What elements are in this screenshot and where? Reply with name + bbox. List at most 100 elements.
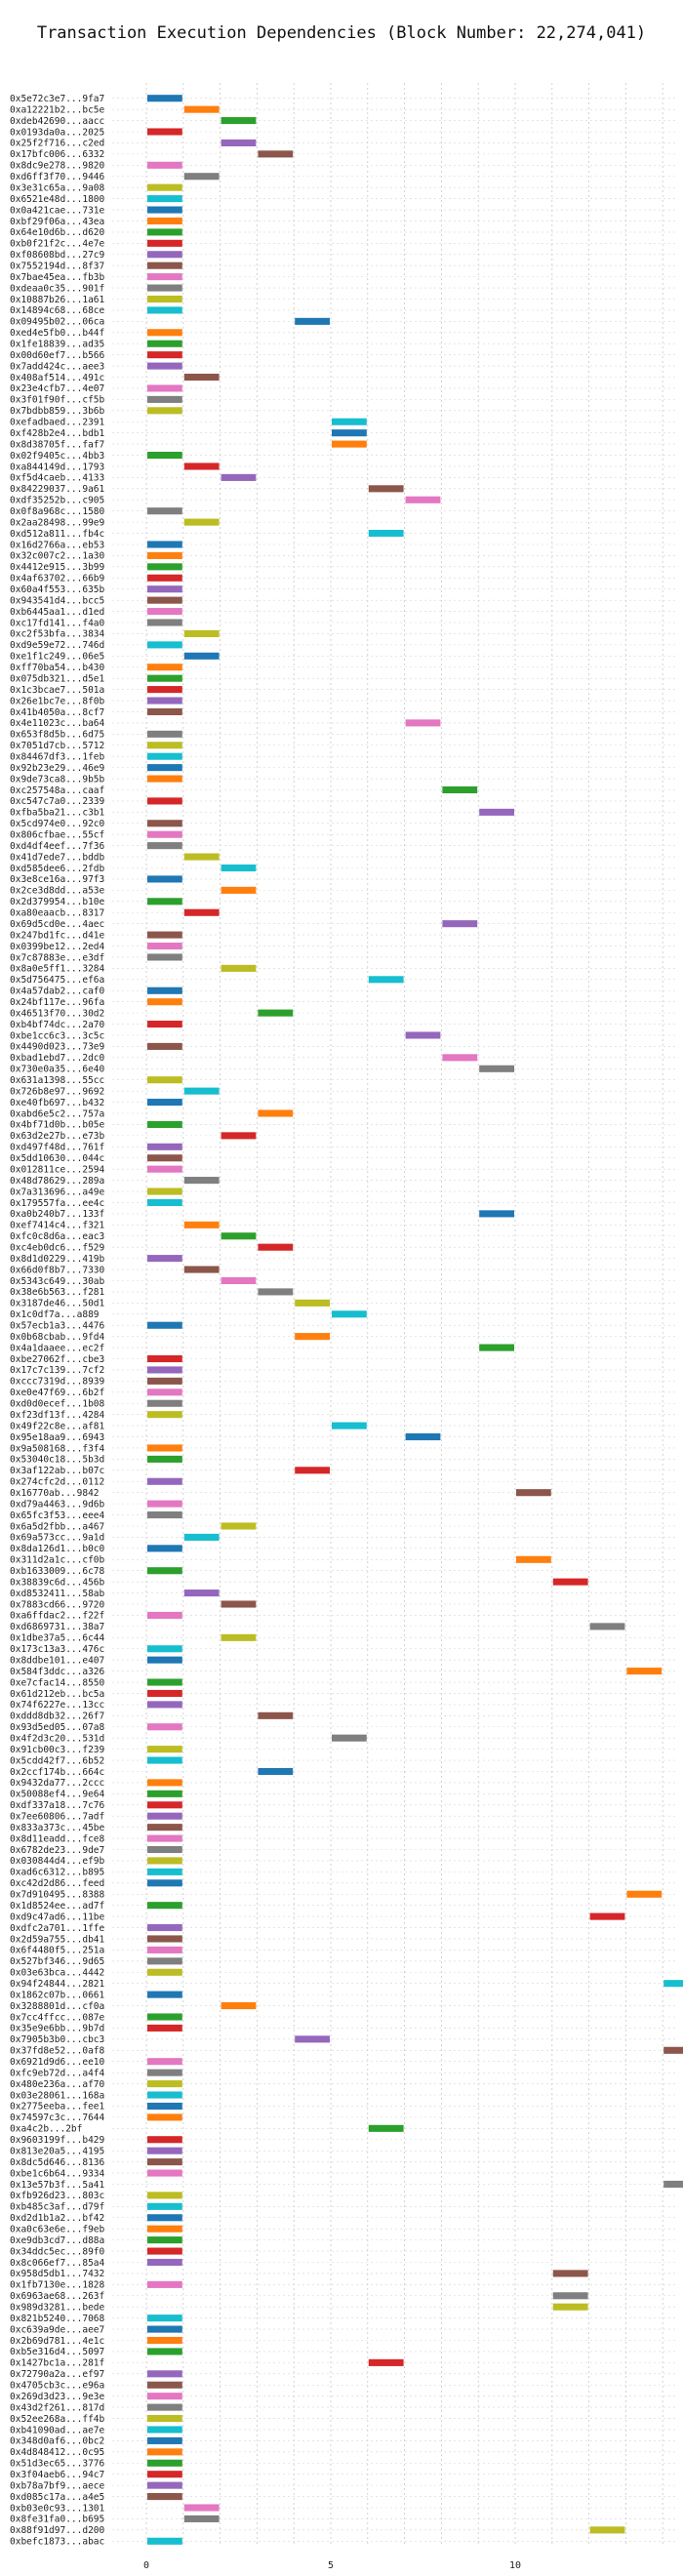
- y-tick-label: 0x806cfbae...55cf: [10, 830, 104, 841]
- transaction-bar: [626, 1668, 663, 1675]
- y-tick-label: 0xc257548a...caaf: [10, 785, 104, 796]
- y-tick-label: 0x9de73ca8...9b5b: [10, 774, 105, 785]
- transaction-bar: [552, 1578, 588, 1586]
- transaction-bar: [368, 530, 404, 538]
- transaction-bar: [183, 1533, 220, 1541]
- y-tick-label: 0x13e57b3f...5a41: [10, 2180, 105, 2191]
- y-tick-label: 0x46513f70...30d2: [10, 1008, 104, 1019]
- transaction-bar: [405, 1432, 441, 1441]
- y-tick-label: 0xb1633009...6c78: [10, 1566, 105, 1577]
- y-tick-label: 0xbe1c6b64...9334: [10, 2168, 105, 2179]
- transaction-bar: [147, 1511, 182, 1519]
- y-tick-label: 0xf5d4caeb...4133: [10, 473, 104, 484]
- y-tick-label: 0x66d0f8b7...7330: [10, 1265, 105, 1275]
- transaction-bar: [147, 2113, 182, 2121]
- y-tick-label: 0x3e31c65a...9a08: [10, 182, 105, 193]
- transaction-bar: [147, 295, 182, 303]
- transaction-bar: [258, 1711, 294, 1719]
- transaction-bar: [147, 2169, 182, 2177]
- y-tick-label: 0x8ddbe101...e407: [10, 1655, 104, 1666]
- transaction-bar: [147, 1723, 182, 1731]
- y-tick-label: 0x32c007c2...1a30: [10, 551, 105, 562]
- y-tick-label: 0x527bf346...9d65: [10, 1956, 104, 1967]
- transaction-bar: [663, 2180, 683, 2189]
- transaction-bar: [147, 1477, 182, 1485]
- y-tick-label: 0x16770ab...9842: [10, 1488, 100, 1499]
- transaction-bar: [147, 362, 182, 370]
- y-tick-label: 0x012811ce...2594: [10, 1164, 105, 1175]
- y-tick-label: 0xc17fd141...f4a0: [10, 618, 105, 628]
- y-tick-label: 0xb03e0c93...1301: [10, 2503, 105, 2514]
- transaction-bar: [147, 1756, 182, 1764]
- y-tick-label: 0xa0b240b7...133f: [10, 1209, 104, 1220]
- y-tick-label: 0xd512a811...fb4c: [10, 529, 104, 540]
- transaction-bar: [147, 1946, 182, 1953]
- y-tick-label: 0xd085c17a...a4e5: [10, 2492, 104, 2503]
- y-tick-label: 0x821b5240...7068: [10, 2314, 105, 2324]
- transaction-bar: [183, 2515, 220, 2522]
- y-tick-label: 0x74f6227e...13cc: [10, 1700, 104, 1711]
- transaction-bar: [183, 652, 220, 660]
- y-tick-label: 0xdfc2a701...1ffe: [10, 1923, 105, 1934]
- y-tick-label: 0x8d1d0229...419b: [10, 1254, 105, 1265]
- y-tick-label: 0x0399be12...2ed4: [10, 942, 105, 952]
- y-tick-label: 0x95e18aa9...6943: [10, 1432, 104, 1443]
- y-tick-label: 0xf23df13f...4284: [10, 1410, 105, 1421]
- transaction-bar: [221, 1132, 257, 1140]
- transaction-bar: [147, 1968, 182, 1976]
- transaction-bar: [147, 395, 182, 403]
- transaction-bar: [479, 1210, 514, 1218]
- y-tick-label: 0x1c0df7a...a889: [10, 1309, 100, 1320]
- y-tick-label: 0xa0c63e6e...f9eb: [10, 2224, 105, 2234]
- y-tick-label: 0x2775eeba...fee1: [10, 2102, 105, 2113]
- y-tick-label: 0xd0d0ecef...1b08: [10, 1399, 105, 1410]
- y-tick-label: 0x1c3bcae7...501a: [10, 685, 104, 696]
- y-tick-label: 0x9a508168...f3f4: [10, 1443, 105, 1454]
- y-tick-label: 0x61d212eb...bc5a: [10, 1689, 104, 1700]
- y-tick-label: 0xdf35252b...c905: [10, 496, 104, 506]
- transaction-bar: [295, 1467, 330, 1474]
- x-tick-label: 10: [509, 2560, 521, 2571]
- y-tick-label: 0x16d2766a...eb53: [10, 540, 104, 550]
- y-tick-label: 0x8c066ef7...85a4: [10, 2258, 105, 2269]
- transaction-bar: [221, 1633, 257, 1641]
- grid-lines: [112, 83, 678, 2547]
- y-tick-label: 0xb0f21f2c...4e7e: [10, 239, 105, 250]
- y-tick-label: 0x4a1daaee...ec2f: [10, 1343, 104, 1353]
- y-tick-label: 0x7a313696...a49e: [10, 1187, 105, 1197]
- y-tick-label: 0x03e63bca...4442: [10, 1968, 104, 1979]
- transaction-bar: [147, 1991, 182, 1998]
- y-tick-label: 0x9603199f...b429: [10, 2135, 105, 2146]
- y-tick-label: 0x6a5d2fbb...a467: [10, 1521, 104, 1532]
- transaction-bar: [589, 1623, 625, 1630]
- transaction-bar: [147, 329, 182, 337]
- y-tick-label: 0xc42d2d86...feed: [10, 1878, 104, 1889]
- transaction-bar: [147, 742, 182, 749]
- transaction-bar: [221, 864, 257, 872]
- transaction-bar: [147, 1812, 182, 1820]
- transaction-bar: [368, 2124, 404, 2132]
- transaction-bar: [147, 1165, 182, 1173]
- transaction-bar: [147, 820, 182, 827]
- transaction-bar: [147, 1099, 182, 1107]
- transaction-bar: [552, 2303, 588, 2311]
- y-tick-label: 0xbefc1873...abac: [10, 2537, 104, 2548]
- transaction-bar: [147, 217, 182, 225]
- y-tick-label: 0x5cdd42f7...6b52: [10, 1755, 104, 1766]
- transaction-bar: [147, 797, 182, 805]
- transaction-bar: [147, 1678, 182, 1686]
- y-tick-label: 0xbe27062f...cbe3: [10, 1354, 104, 1365]
- transaction-bar: [147, 262, 182, 269]
- y-tick-label: 0x730e0a35...6e40: [10, 1065, 105, 1075]
- y-tick-label: 0x0a421cae...731e: [10, 205, 105, 216]
- y-tick-label: 0x6521e48d...1800: [10, 194, 105, 205]
- y-tick-label: 0xe1f1c249...06e5: [10, 652, 104, 663]
- y-tick-labels: 0x5e72c3e7...9fa70xa12221b2...bc5e0xdeb4…: [10, 94, 105, 2548]
- y-tick-label: 0x075db321...d5e1: [10, 673, 105, 684]
- transaction-bar: [221, 886, 257, 894]
- y-tick-label: 0x2d379954...b10e: [10, 897, 105, 907]
- transaction-bar: [147, 1779, 182, 1787]
- y-tick-label: 0xfc0c8d6a...eac3: [10, 1231, 104, 1242]
- transaction-bar: [147, 1868, 182, 1875]
- y-tick-label: 0x84467df3...1feb: [10, 751, 105, 762]
